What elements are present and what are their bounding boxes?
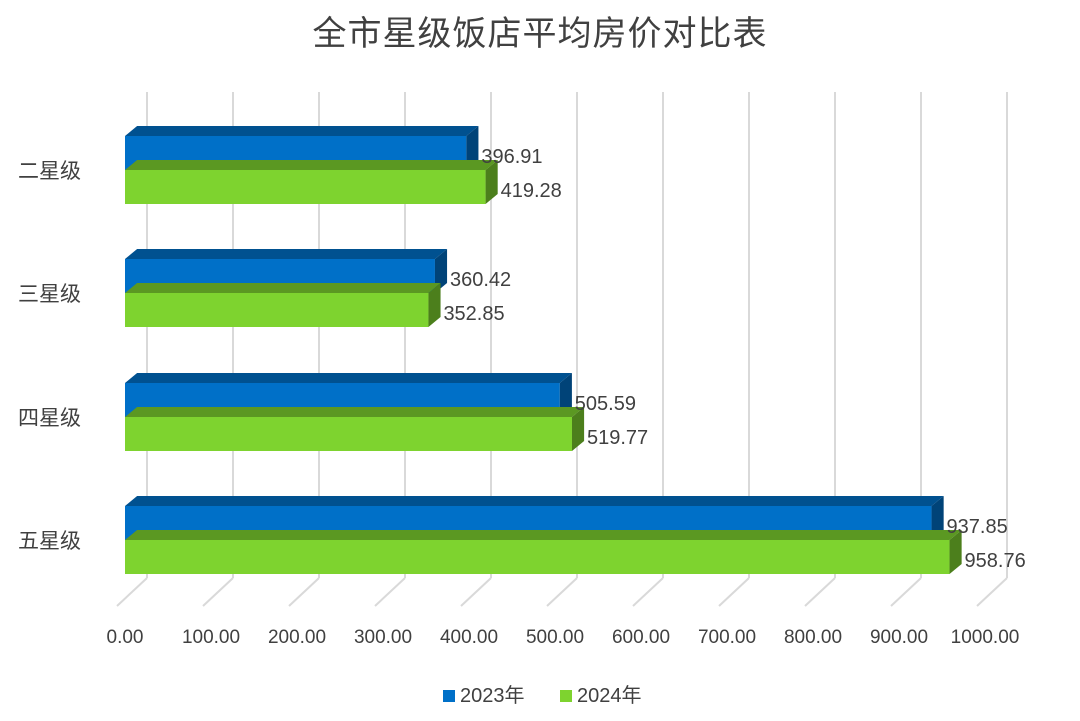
data-label: 396.91 [481, 146, 542, 168]
bar-side-face [931, 496, 944, 540]
category-label: 二星级 [18, 159, 81, 183]
floor-line [718, 577, 750, 607]
data-label: 352.85 [443, 303, 504, 325]
data-label: 360.42 [450, 269, 511, 291]
floor-line [804, 577, 836, 607]
bar-side-face [434, 249, 448, 293]
bar-series2 [125, 283, 441, 327]
x-tick-label: 700.00 [698, 627, 756, 648]
legend: 2023年 2024年 [443, 684, 642, 707]
bar-front-face [125, 540, 950, 574]
bar-series2 [125, 407, 585, 451]
bar-top-face [125, 530, 962, 540]
bar-front-face [125, 417, 573, 451]
bar-top-face [125, 126, 479, 136]
floor-line [460, 577, 492, 607]
category-label: 五星级 [18, 529, 81, 553]
legend-entry: 2023年 [460, 684, 525, 707]
floor-line [116, 577, 148, 607]
x-tick-label: 600.00 [612, 627, 670, 648]
bar-front-face [125, 293, 429, 327]
data-label: 505.59 [575, 393, 636, 415]
x-tick-label: 0.00 [107, 627, 144, 648]
chart-title: 全市星级饭店平均房价对比表 [312, 14, 768, 54]
category-label: 三星级 [18, 282, 81, 306]
data-label: 937.85 [947, 516, 1008, 538]
x-tick-label: 300.00 [354, 627, 412, 648]
floor-line [374, 577, 406, 607]
data-label: 519.77 [587, 427, 648, 449]
x-tick-label: 400.00 [440, 627, 498, 648]
bar-side-face [949, 530, 962, 574]
floor-line [546, 577, 578, 607]
labels-layer: 0.00 100.00 200.00 300.00 400.00 500.00 600.00… [18, 146, 1026, 648]
bar-top-face [125, 373, 572, 383]
floor-line [202, 577, 234, 607]
bar-side-face [466, 126, 479, 170]
legend-swatch [560, 690, 572, 702]
floor-line [632, 577, 664, 607]
legend-entry: 2024年 [577, 684, 642, 707]
bar-series2 [125, 530, 962, 574]
floor-line [288, 577, 320, 607]
bar-side-face [428, 283, 441, 327]
x-tick-label: 1000.00 [951, 627, 1020, 648]
bar-side-face [572, 407, 585, 451]
bar-top-face [125, 407, 585, 417]
bar-top-face [125, 249, 448, 259]
floor-line [890, 577, 922, 607]
x-tick-label: 100.00 [182, 627, 240, 648]
bar-side-face [485, 160, 498, 204]
x-tick-label: 500.00 [526, 627, 584, 648]
x-tick-label: 800.00 [784, 627, 842, 648]
bar-top-face [125, 160, 498, 170]
legend-swatch [443, 690, 455, 702]
x-tick-label: 900.00 [870, 627, 928, 648]
bar-top-face [125, 496, 944, 506]
bar-top-face [125, 283, 441, 293]
bars-layer [125, 126, 962, 574]
data-label: 958.76 [965, 550, 1026, 572]
category-label: 四星级 [18, 406, 81, 430]
x-tick-label: 200.00 [268, 627, 326, 648]
data-label: 419.28 [501, 180, 562, 202]
floor-line [976, 577, 1008, 607]
bar-front-face [125, 170, 486, 204]
bar-side-face [559, 373, 572, 417]
bar-series2 [125, 160, 498, 204]
